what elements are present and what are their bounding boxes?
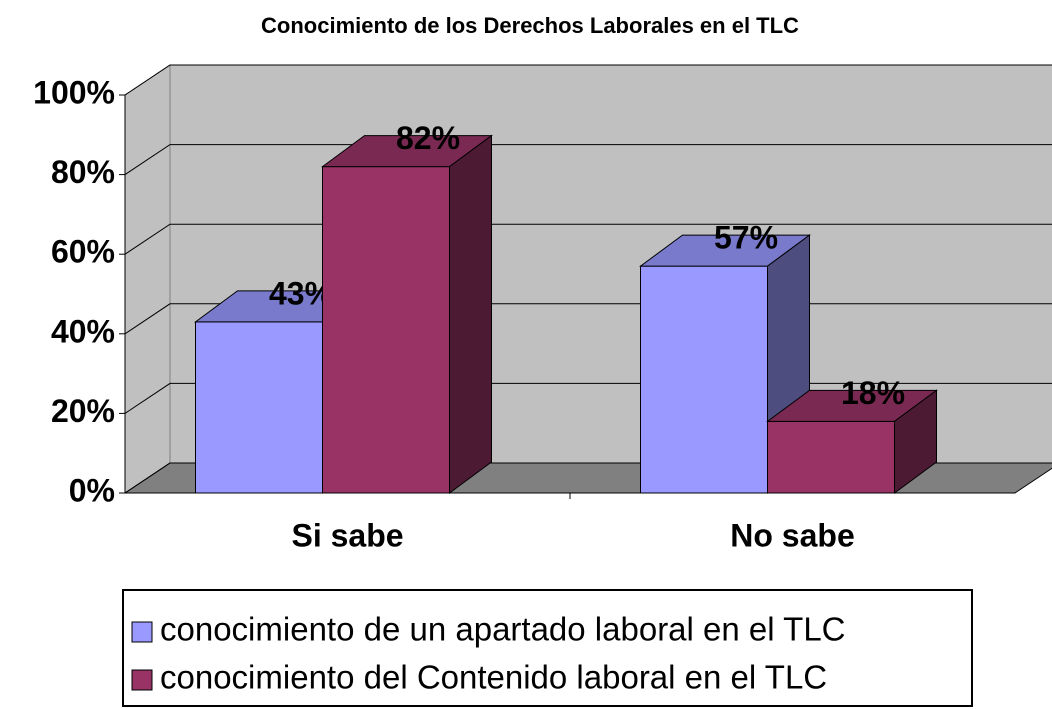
bar-side: [894, 389, 937, 494]
grid-line: [124, 64, 1052, 96]
data-label: 57%: [714, 220, 778, 256]
legend-swatch: [131, 621, 153, 643]
bar: [322, 166, 450, 494]
legend-box: [122, 589, 973, 707]
bar: [640, 265, 768, 494]
chart-title: Conocimiento de los Derechos Laborales e…: [261, 13, 799, 38]
legend-label: conocimiento de un apartado laboral en e…: [160, 611, 846, 648]
y-tick-label: 100%: [33, 74, 115, 110]
side-wall: [124, 64, 171, 494]
x-tick-label: Si sabe: [291, 517, 403, 553]
legend-label: conocimiento del Contenido laboral en el…: [160, 659, 827, 696]
y-tick-label: 0%: [69, 472, 115, 508]
y-tick-label: 40%: [51, 313, 115, 349]
legend-swatch: [131, 669, 153, 691]
grid-line: [124, 144, 1052, 176]
data-label: 18%: [841, 375, 905, 411]
y-tick-label: 20%: [51, 393, 115, 429]
bar-side: [449, 134, 492, 494]
x-tick-label: No sabe: [730, 517, 854, 553]
data-label: 82%: [396, 120, 460, 156]
bar: [767, 420, 895, 494]
y-tick-label: 60%: [51, 234, 115, 270]
bar: [195, 321, 323, 494]
y-tick-label: 80%: [51, 154, 115, 190]
grid-line: [124, 223, 1052, 255]
